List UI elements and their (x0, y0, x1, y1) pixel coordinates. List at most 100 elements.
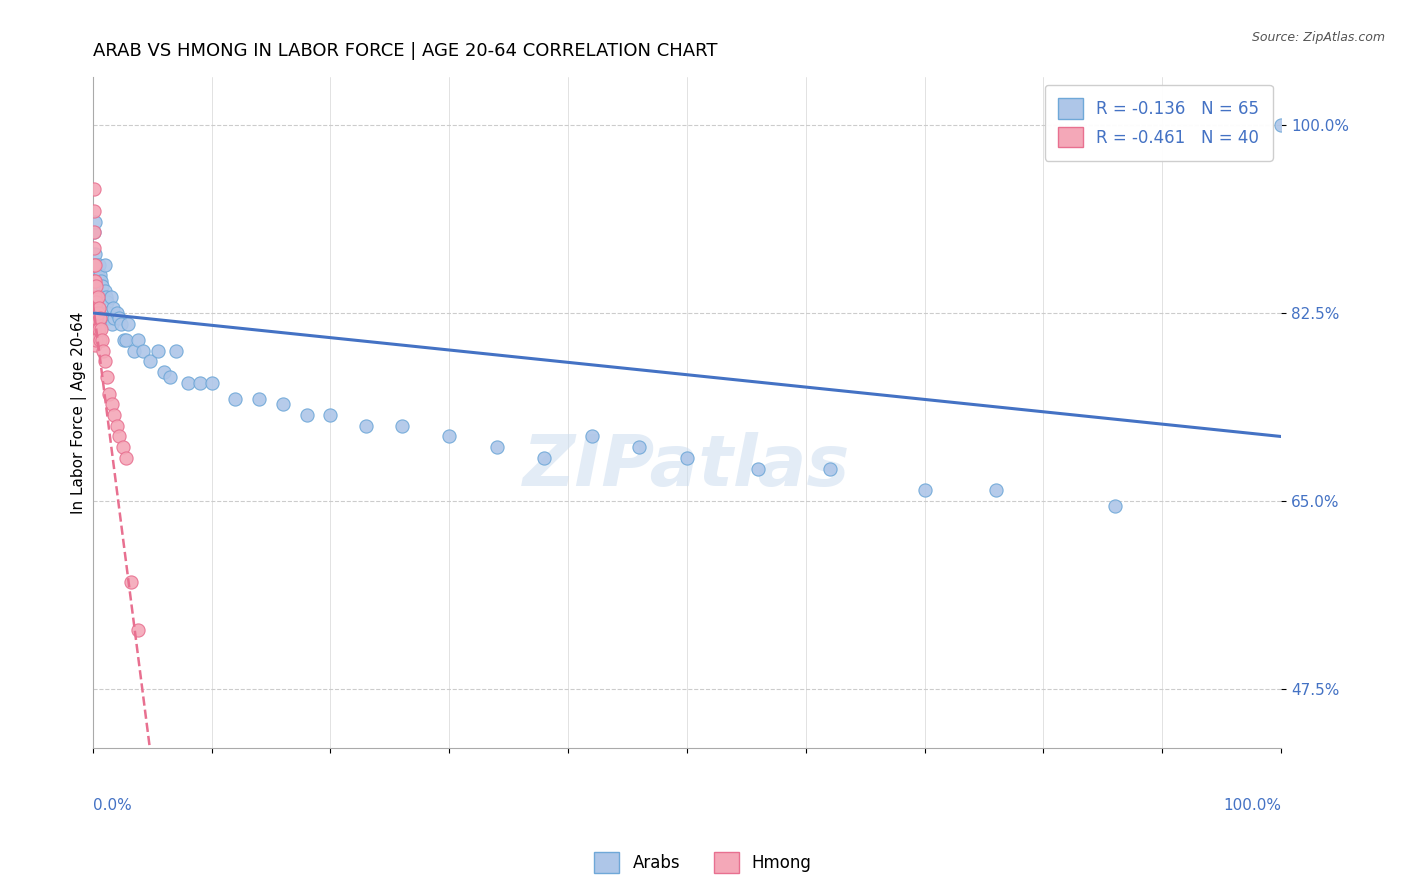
Point (87, 258, 110, 272)
Point (83, 182, 105, 196)
Point (87, 274, 110, 288)
Point (86, 285, 108, 299)
Point (124, 343, 146, 358)
Point (98, 311, 121, 326)
Point (165, 343, 187, 358)
Point (89, 333, 111, 347)
Legend: Arabs, Hmong: Arabs, Hmong (588, 846, 818, 880)
Point (93, 354, 115, 368)
Point (83, 226, 105, 240)
Text: Source: ZipAtlas.com: Source: ZipAtlas.com (1251, 31, 1385, 45)
Point (93, 290, 115, 304)
Point (159, 370, 181, 384)
Point (177, 376, 200, 390)
Point (127, 623, 149, 637)
Point (86, 306, 108, 320)
Point (628, 440, 651, 454)
Point (90, 290, 112, 304)
Point (84, 274, 107, 288)
Point (146, 343, 169, 358)
Point (83, 274, 105, 288)
Point (101, 301, 124, 315)
Point (115, 450, 138, 465)
Point (676, 450, 699, 465)
Point (91, 333, 114, 347)
Point (90, 274, 112, 288)
Point (86, 268, 108, 283)
Point (120, 574, 142, 589)
Point (84, 258, 107, 272)
Point (83, 322, 105, 336)
Point (93, 285, 115, 299)
Point (86, 290, 108, 304)
Point (86, 322, 108, 336)
Point (295, 408, 318, 422)
Point (94, 290, 117, 304)
Point (86, 258, 108, 272)
Point (108, 429, 131, 443)
Point (131, 343, 153, 358)
Point (117, 317, 139, 331)
Point (271, 397, 294, 411)
Point (86, 311, 108, 326)
Point (84, 322, 107, 336)
Point (354, 418, 377, 433)
Point (84, 247, 107, 261)
Point (201, 376, 224, 390)
Point (111, 440, 134, 454)
Point (105, 418, 128, 433)
Point (87, 322, 110, 336)
Point (83, 290, 105, 304)
Point (96, 370, 118, 384)
Point (97, 306, 120, 320)
Legend: R = -0.136   N = 65, R = -0.461   N = 40: R = -0.136 N = 65, R = -0.461 N = 40 (1045, 85, 1272, 161)
Point (108, 311, 131, 326)
Y-axis label: In Labor Force | Age 20-64: In Labor Force | Age 20-64 (72, 311, 87, 514)
Point (247, 392, 270, 406)
Point (86, 333, 108, 347)
Point (103, 408, 125, 422)
Point (747, 461, 769, 475)
Point (984, 483, 1007, 498)
Point (86, 274, 108, 288)
Point (87, 295, 110, 310)
Text: ZIPatlas: ZIPatlas (523, 432, 851, 500)
Point (91, 279, 114, 293)
Point (224, 392, 246, 406)
Point (105, 306, 128, 320)
Point (87, 301, 110, 315)
Point (89, 268, 111, 283)
Point (96, 295, 118, 310)
Point (86, 295, 108, 310)
Point (103, 311, 125, 326)
Point (1270, 118, 1292, 132)
Point (84, 338, 107, 352)
Point (89, 311, 111, 326)
Point (86, 290, 108, 304)
Point (127, 333, 149, 347)
Point (439, 429, 461, 443)
Point (485, 440, 508, 454)
Point (153, 365, 176, 379)
Point (533, 450, 555, 465)
Point (83, 226, 105, 240)
Point (93, 258, 115, 272)
Text: ARAB VS HMONG IN LABOR FORCE | AGE 20-64 CORRELATION CHART: ARAB VS HMONG IN LABOR FORCE | AGE 20-64… (93, 42, 717, 60)
Point (83, 306, 105, 320)
Point (188, 376, 211, 390)
Point (86, 279, 108, 293)
Point (84, 214, 107, 228)
Point (98, 386, 121, 401)
Point (90, 322, 112, 336)
Text: 100.0%: 100.0% (1223, 798, 1281, 814)
Point (391, 418, 413, 433)
Point (914, 483, 936, 498)
Point (83, 258, 105, 272)
Point (115, 333, 138, 347)
Point (110, 317, 132, 331)
Point (319, 408, 342, 422)
Point (84, 306, 107, 320)
Point (93, 343, 115, 358)
Point (581, 429, 603, 443)
Point (139, 354, 162, 368)
